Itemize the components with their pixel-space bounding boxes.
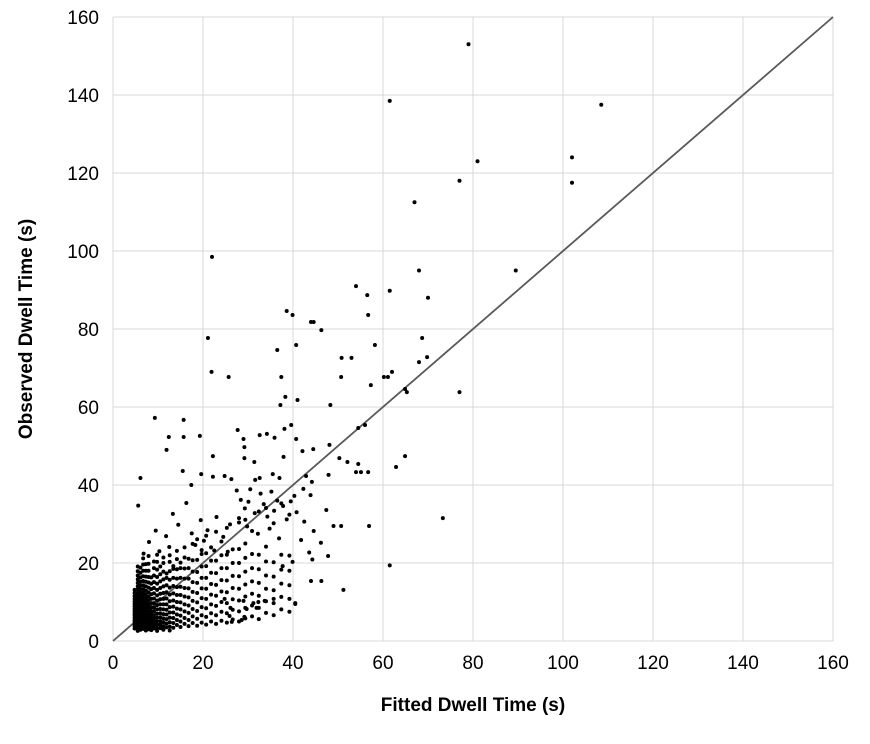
x-tick-label: 40 [282, 653, 303, 674]
y-tick-label: 20 [78, 554, 99, 575]
y-axis-title: Observed Dwell Time (s) [16, 218, 37, 440]
x-tick-label: 100 [547, 653, 579, 674]
x-tick-label: 60 [372, 653, 393, 674]
y-tick-label: 60 [78, 398, 99, 419]
identity-line [112, 16, 834, 642]
y-tick-label: 80 [78, 320, 99, 341]
y-tick-label: 40 [78, 476, 99, 497]
data-points [132, 42, 604, 633]
x-tick-label: 80 [462, 653, 483, 674]
y-tick-label: 100 [67, 242, 99, 263]
x-tick-label: 140 [727, 653, 759, 674]
y-tick-label: 120 [67, 164, 99, 185]
x-axis-title: Fitted Dwell Time (s) [380, 695, 566, 716]
y-tick-label: 140 [67, 86, 99, 107]
x-tick-label: 160 [817, 653, 849, 674]
x-tick-label: 0 [108, 653, 119, 674]
x-tick-labels: 0 20 40 60 80 100 120 140 160 [108, 653, 849, 674]
y-tick-label: 160 [67, 8, 99, 29]
x-tick-label: 120 [637, 653, 669, 674]
y-tick-label: 0 [88, 632, 99, 653]
x-tick-label: 20 [192, 653, 213, 674]
y-tick-labels: 0 20 40 60 80 100 120 140 160 [67, 8, 99, 653]
